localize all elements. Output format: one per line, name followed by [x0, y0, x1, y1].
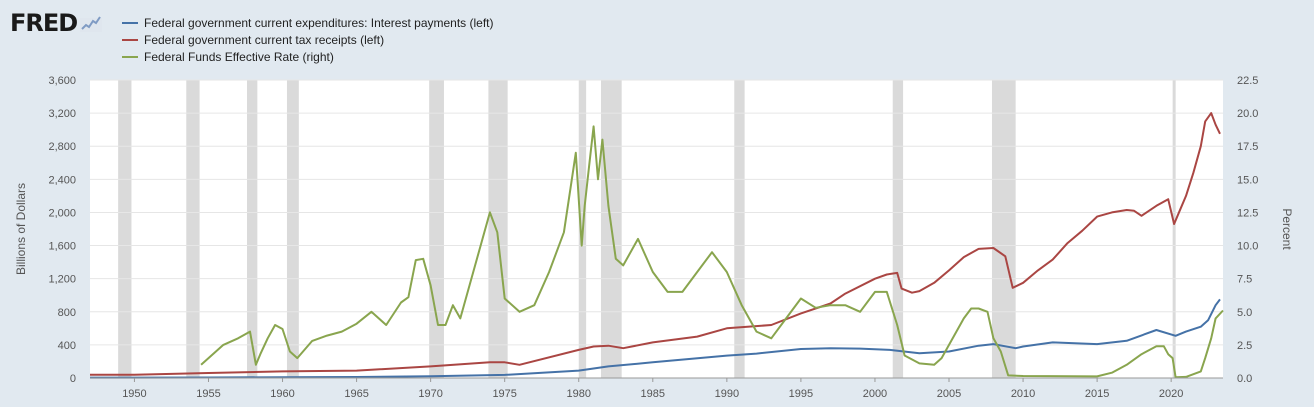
- recession-band: [246, 80, 258, 378]
- y-right-tick-label: 17.5: [1237, 141, 1258, 153]
- recession-band: [1172, 80, 1176, 378]
- x-tick-label: 1990: [715, 388, 739, 400]
- x-tick-label: 1975: [492, 388, 516, 400]
- y-left-tick-label: 400: [58, 340, 76, 352]
- plot-area: [90, 80, 1223, 378]
- axes: 1950 1955 1960 1965 1970 1975 1980 1985 1990 1995…: [48, 75, 1258, 400]
- y-right-tick-label: 20.0: [1237, 108, 1258, 120]
- y-right-tick-label: 2.5: [1237, 340, 1252, 352]
- y-left-tick-label: 2,400: [48, 174, 76, 186]
- x-tick-label: 1960: [270, 388, 294, 400]
- y-right-tick-label: 10.0: [1237, 241, 1258, 253]
- recession-band: [429, 80, 444, 378]
- x-tick-label: 2020: [1159, 388, 1183, 400]
- recession-band: [991, 80, 1016, 378]
- y-right-tick-label: 22.5: [1237, 75, 1258, 87]
- y-axis-left-label: Billions of Dollars: [14, 183, 28, 275]
- legend-swatch-interest: [122, 21, 138, 24]
- legend-label-receipts: Federal government current tax receipts …: [144, 32, 385, 47]
- legend-item-receipts: Federal government current tax receipts …: [122, 31, 494, 48]
- recession-band: [734, 80, 745, 378]
- y-right-tick-label: 15.0: [1237, 174, 1258, 186]
- series-lines[interactable]: [90, 112, 1224, 379]
- recession-band: [488, 80, 508, 378]
- x-tick-label: 2000: [863, 388, 887, 400]
- x-tick-label: 2005: [937, 388, 961, 400]
- x-tick-label: 1970: [418, 388, 442, 400]
- series-line-1[interactable]: [90, 112, 1221, 376]
- y-right-tick-label: 7.5: [1237, 274, 1252, 286]
- y-left-tick-label: 2,000: [48, 207, 76, 219]
- x-tick-label: 1955: [196, 388, 220, 400]
- legend: Federal government current expenditures:…: [122, 14, 494, 65]
- y-left-tick-label: 1,600: [48, 241, 76, 253]
- legend-label-fedfunds: Federal Funds Effective Rate (right): [144, 49, 334, 64]
- y-left-tick-label: 3,200: [48, 108, 76, 120]
- logo-text: FRED: [10, 9, 78, 37]
- y-left-tick-label: 0: [70, 373, 76, 385]
- chart-line-icon: [80, 16, 103, 32]
- y-right-tick-label: 5.0: [1237, 307, 1252, 319]
- recession-band: [286, 80, 299, 378]
- legend-item-interest: Federal government current expenditures:…: [122, 14, 494, 31]
- y-axis-right-label: Percent: [1280, 208, 1294, 250]
- recession-shading: [118, 80, 1176, 378]
- x-tick-label: 1950: [122, 388, 146, 400]
- legend-item-fedfunds: Federal Funds Effective Rate (right): [122, 48, 494, 65]
- recession-band: [186, 80, 200, 378]
- fred-logo[interactable]: FRED: [10, 9, 103, 37]
- legend-swatch-receipts: [122, 38, 138, 41]
- y-left-tick-label: 3,600: [48, 75, 76, 87]
- y-left-tick-label: 1,200: [48, 274, 76, 286]
- x-tick-label: 1985: [641, 388, 665, 400]
- x-tick-label: 1980: [567, 388, 591, 400]
- x-tick-label: 2010: [1011, 388, 1035, 400]
- y-right-tick-label: 0.0: [1237, 373, 1252, 385]
- y-left-tick-label: 2,800: [48, 141, 76, 153]
- y-right-tick-label: 12.5: [1237, 207, 1258, 219]
- series-line-2[interactable]: [200, 125, 1224, 379]
- x-tick-label: 1965: [344, 388, 368, 400]
- y-left-tick-label: 800: [58, 307, 76, 319]
- x-tick-label: 1995: [789, 388, 813, 400]
- x-tick-label: 2015: [1085, 388, 1109, 400]
- recession-band: [118, 80, 132, 378]
- legend-label-interest: Federal government current expenditures:…: [144, 15, 494, 30]
- legend-swatch-fedfunds: [122, 55, 138, 58]
- recession-band: [892, 80, 904, 378]
